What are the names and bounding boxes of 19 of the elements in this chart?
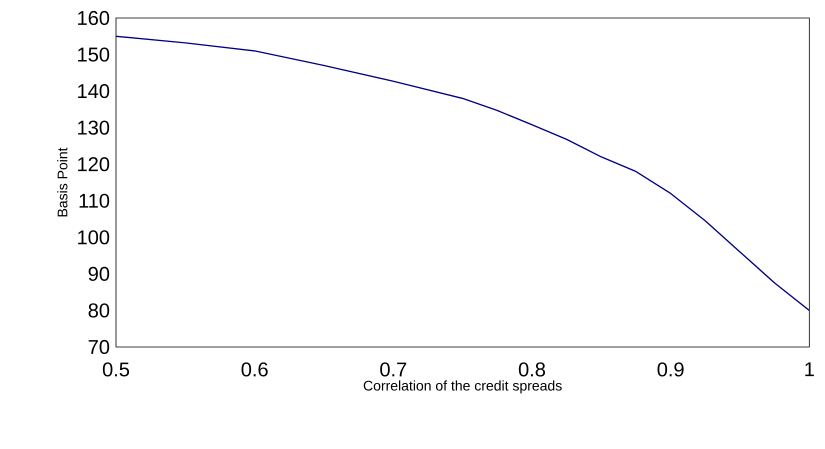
- x-tick-label: 0.5: [102, 362, 130, 377]
- y-tick-label: 140: [78, 84, 110, 98]
- x-tick-label: 0.8: [518, 362, 546, 377]
- y-tick-label: 100: [78, 230, 110, 244]
- y-tick-label: 110: [80, 194, 110, 208]
- x-tick-label: 0.6: [242, 362, 268, 377]
- y-axis-title: Basis Point: [57, 148, 68, 216]
- y-tick-label: 160: [78, 10, 110, 26]
- y-tick-label: 150: [78, 47, 110, 62]
- x-axis-title: Correlation of the credit spreads: [364, 380, 562, 394]
- y-tick-label: 70: [88, 340, 110, 354]
- x-tick-label: 1: [805, 362, 814, 376]
- line-series: [116, 36, 810, 312]
- y-tick-label: 130: [78, 120, 110, 135]
- y-tick-label: 90: [88, 266, 110, 281]
- x-tick-label: 0.7: [380, 362, 406, 377]
- y-tick-label: 80: [88, 303, 110, 318]
- x-tick-label: 0.9: [658, 362, 684, 377]
- y-tick-label: 120: [78, 157, 110, 172]
